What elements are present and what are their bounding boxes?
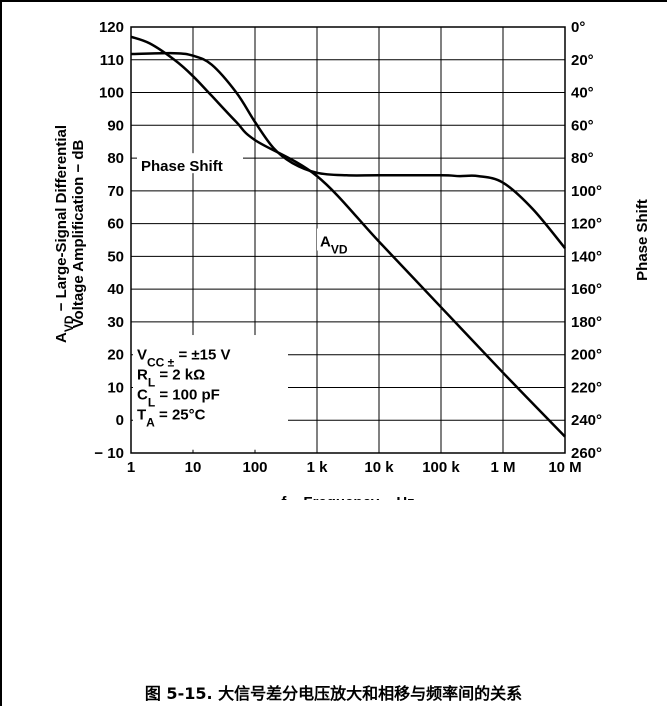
y-tick-label: 80 bbox=[107, 150, 124, 167]
x-tick-label: 10 bbox=[185, 459, 202, 476]
y2-tick-label: 140° bbox=[571, 248, 602, 265]
y-tick-label: 40 bbox=[107, 281, 124, 298]
y-tick-label: 0 bbox=[116, 412, 124, 429]
x-tick-label: 100 bbox=[242, 459, 267, 476]
y2-tick-label: 200° bbox=[571, 347, 602, 364]
x-tick-label: 100 k bbox=[422, 459, 460, 476]
y2-tick-label: 240° bbox=[571, 412, 602, 429]
y2-tick-label: 260° bbox=[571, 445, 602, 462]
x-tick-label: 1 bbox=[127, 459, 135, 476]
y2-tick-label: 0° bbox=[571, 19, 585, 36]
y-tick-label: 110 bbox=[100, 52, 124, 69]
phase-shift-series-label: Phase Shift bbox=[141, 158, 223, 175]
y-tick-label: 10 bbox=[107, 379, 124, 396]
y-tick-label: 30 bbox=[107, 314, 124, 331]
y2-axis-label: Phase Shift bbox=[634, 199, 651, 281]
y2-tick-label: 20° bbox=[571, 52, 594, 69]
y2-tick-label: 160° bbox=[571, 281, 602, 298]
x-tick-label: 10 k bbox=[364, 459, 394, 476]
x-tick-label: 1 M bbox=[490, 459, 515, 476]
y2-tick-label: 180° bbox=[571, 314, 602, 331]
y2-tick-label: 40° bbox=[571, 85, 594, 102]
y2-tick-label: 220° bbox=[571, 379, 602, 396]
x-tick-label: 1 k bbox=[307, 459, 329, 476]
y2-tick-label: 60° bbox=[571, 117, 594, 134]
y-tick-label: 50 bbox=[107, 248, 124, 265]
y-tick-label: 100 bbox=[99, 85, 124, 102]
y-axis-label-line2: Voltage Amplification − dB bbox=[70, 139, 87, 328]
y2-tick-label: 80° bbox=[571, 150, 594, 167]
y2-tick-label: 100° bbox=[571, 183, 602, 200]
y-tick-label: 90 bbox=[107, 117, 124, 134]
y-tick-label: − 10 bbox=[94, 445, 124, 462]
y-tick-label: 70 bbox=[107, 183, 124, 200]
x-axis-label: f − Frequency − Hz bbox=[281, 494, 414, 500]
y-tick-label: 20 bbox=[107, 347, 124, 364]
y-tick-label: 60 bbox=[107, 216, 124, 233]
y-tick-label: 120 bbox=[99, 19, 124, 36]
figure-caption: 图 5-15. 大信号差分电压放大和相移与频率间的关系 bbox=[0, 680, 667, 704]
y2-tick-label: 120° bbox=[571, 216, 602, 233]
